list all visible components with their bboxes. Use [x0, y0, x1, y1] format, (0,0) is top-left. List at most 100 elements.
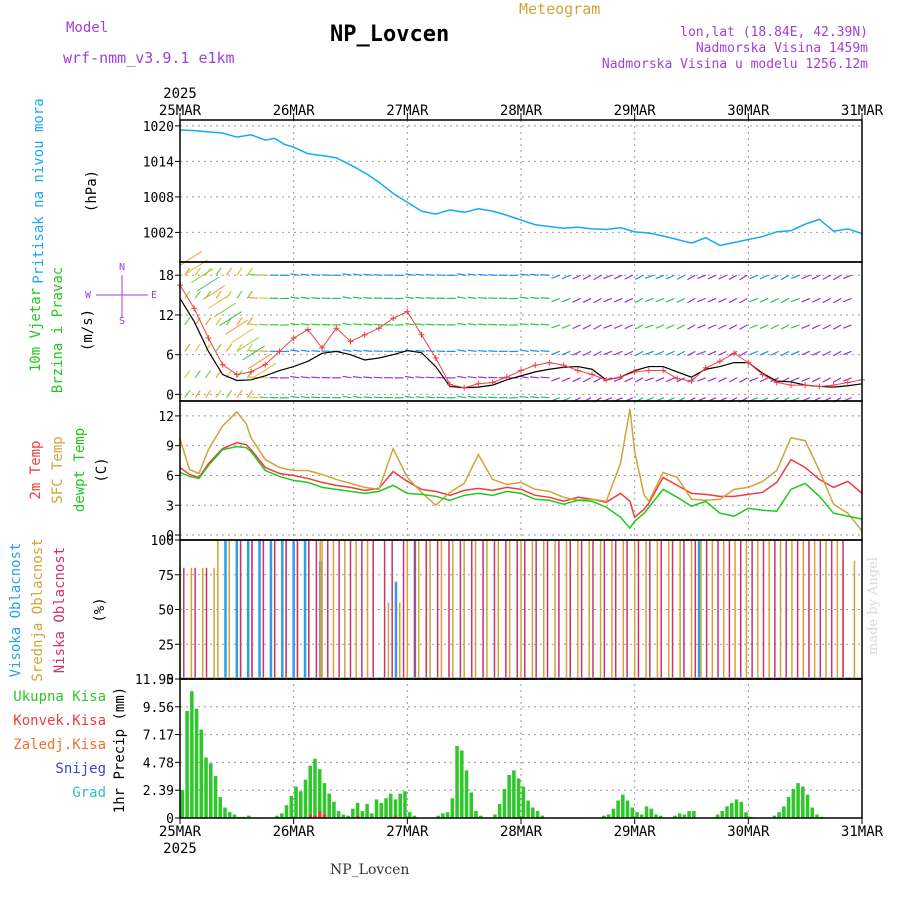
wind-arrow: [718, 274, 727, 280]
wind-arrow: [634, 274, 644, 280]
precip-bar-0: [616, 800, 620, 818]
y-tick-label: 2.39: [143, 784, 174, 799]
wind-arrow: [215, 317, 222, 326]
precip-bar-0: [190, 691, 194, 818]
wind-arrow-fan: [247, 354, 271, 369]
wind-arrow: [666, 350, 675, 356]
wind-arrow: [572, 324, 581, 330]
y-tick-label: 9: [166, 440, 174, 455]
model-label: Model: [66, 20, 109, 36]
wind-arrow: [457, 273, 467, 276]
wind-arrow: [572, 297, 581, 303]
precip-bar-1: [322, 814, 327, 818]
wind-arrow-fan: [191, 268, 214, 283]
wind-arrow: [718, 297, 727, 303]
wind-arrow: [655, 377, 665, 382]
precip-bar-0: [185, 710, 189, 818]
wind-arrow: [613, 297, 623, 303]
wind-gust-marker: [532, 362, 539, 369]
x-tick-label-top: 30MAR: [727, 103, 770, 119]
x-tick-label-bottom: 25MAR: [159, 824, 202, 840]
precip-bar-0: [777, 812, 781, 818]
wind-arrow: [477, 349, 487, 352]
wind-gust-marker: [674, 375, 681, 382]
wind-arrow: [529, 396, 540, 399]
temp-ylabel-sfc: SFC Temp: [50, 436, 66, 503]
wind-arrow: [801, 377, 811, 382]
wind-arrow: [551, 324, 561, 329]
wind-arrow: [236, 317, 243, 326]
precip-bar-0: [658, 815, 663, 818]
wind-arrow: [603, 274, 613, 280]
wind-arrow: [373, 274, 383, 276]
y-tick-label: 7.17: [143, 729, 174, 744]
precip-bar-0: [507, 774, 511, 818]
cloud-unit: (%): [92, 597, 108, 622]
wind-arrow: [477, 323, 487, 326]
wind-arrow-fan: [208, 293, 231, 309]
wind-arrow: [300, 296, 310, 300]
wind-arrow: [572, 274, 581, 280]
wind-arrow: [373, 376, 383, 379]
wind-arrow: [352, 273, 362, 276]
wind-arrow: [644, 324, 654, 329]
precip-bar-0: [204, 757, 208, 818]
wind-gust-marker: [816, 383, 823, 390]
precip-bar-0: [649, 808, 654, 818]
wind-arrow: [415, 396, 425, 399]
wind-arrow: [246, 343, 253, 352]
wind-arrow: [593, 297, 602, 304]
wind-arrow: [540, 274, 550, 276]
wind-arrow: [634, 377, 644, 383]
wind-arrow: [373, 297, 383, 300]
wind-arrow: [634, 350, 644, 357]
wind-arrow: [425, 396, 435, 399]
wind-dir-n: N: [119, 262, 125, 273]
wind-arrow: [477, 273, 487, 276]
wind-arrow: [215, 267, 222, 276]
precip-bar-1: [317, 811, 322, 818]
wind-arrow: [790, 274, 800, 279]
precip-bar-0: [772, 815, 777, 818]
wind-arrow-fan: [230, 328, 254, 344]
wind-arrow: [770, 350, 779, 356]
wind-arrow: [184, 343, 191, 352]
y-tick-label: 100: [151, 534, 174, 549]
meteogram-label: Meteogram: [519, 0, 601, 18]
wind-arrow: [311, 396, 321, 399]
wind-arrow-fan: [236, 336, 260, 352]
wind-arrow: [666, 274, 675, 280]
wind-arrow: [613, 350, 623, 356]
wind-arrow: [801, 350, 811, 356]
wind-arrow: [311, 273, 321, 276]
wind-arrow: [822, 377, 832, 383]
precip-bar-0: [526, 800, 530, 818]
wind-arrow: [415, 273, 425, 276]
wind-arrow: [215, 343, 222, 352]
precip-bar-1: [313, 815, 317, 818]
wind-arrow: [363, 323, 373, 326]
footer-station: NP_Lovcen: [330, 862, 410, 878]
wind-arrow: [215, 290, 222, 299]
wind-gust-marker: [759, 371, 766, 378]
wind-arrow: [540, 297, 550, 300]
precip-bar-0: [801, 786, 805, 818]
wind-arrow: [415, 323, 425, 326]
wind-arrow: [759, 350, 769, 356]
precip-bar-0: [351, 808, 355, 818]
wind-arrow: [236, 290, 243, 299]
precip-bar-0: [782, 806, 786, 818]
wind-arrow: [822, 274, 832, 280]
wind-arrow: [184, 290, 191, 299]
precip-bar-0: [393, 799, 398, 818]
model-name: wrf-nmm_v3.9.1 e1km: [63, 49, 235, 67]
precip-bar-0: [744, 812, 748, 818]
wind-arrow-fan: [225, 319, 248, 335]
precip-bar-0: [398, 793, 403, 818]
wind-arrow: [415, 296, 425, 300]
wind-gust-marker: [702, 364, 709, 371]
wind-arrow: [749, 350, 759, 356]
wind-arrow: [404, 395, 415, 399]
wind-arrow: [236, 343, 243, 352]
wind-arrow-fan: [196, 276, 220, 292]
